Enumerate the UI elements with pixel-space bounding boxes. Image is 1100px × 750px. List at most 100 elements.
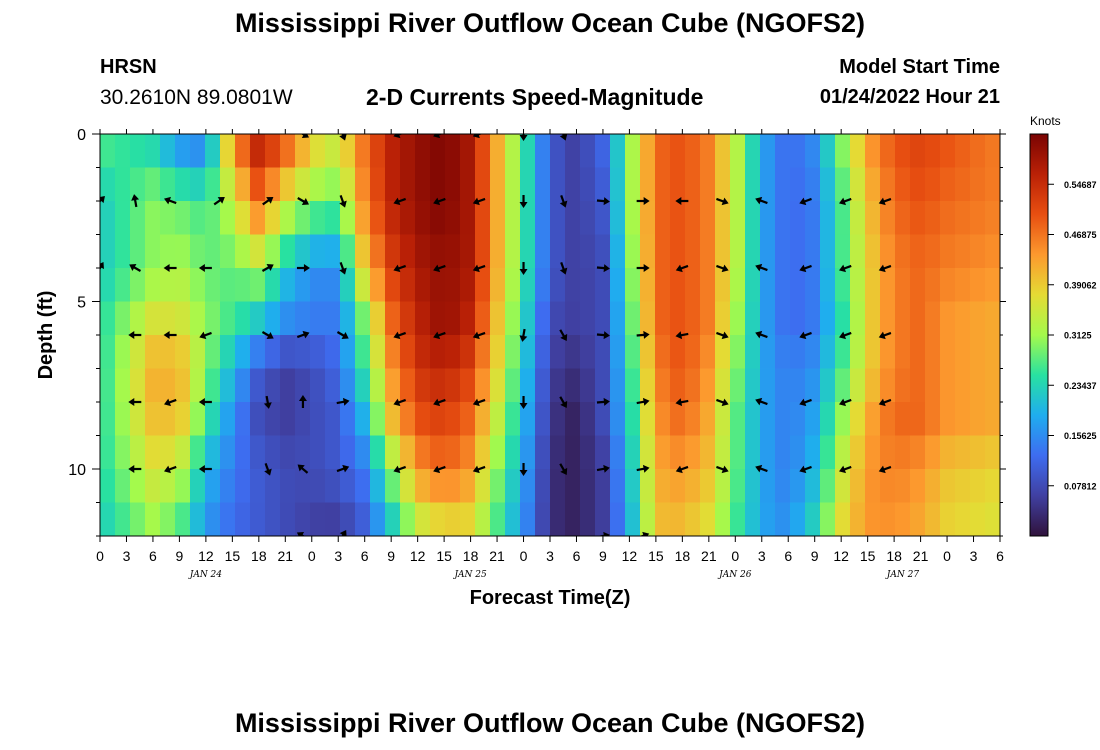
heatmap-cell [220,469,236,504]
heatmap-cell [250,201,266,236]
heatmap-cell [460,134,476,169]
heatmap-cell [760,167,776,202]
heatmap-cell [805,201,821,236]
heatmap-cell [550,201,566,236]
heatmap-cell [820,502,836,536]
current-arrow [163,264,177,272]
current-arrow [297,197,310,205]
heatmap-cell [550,368,566,403]
current-arrow [339,261,347,275]
current-arrow [336,331,349,339]
heatmap-cell [145,435,161,470]
heatmap-cell [475,368,491,403]
heatmap-cell [745,201,761,236]
heatmap-cell [310,402,326,437]
heatmap-cell [715,402,731,437]
heatmap-cell [340,268,356,303]
current-arrow [755,263,768,272]
heatmap-cell [790,368,806,403]
heatmap-cell [535,469,551,504]
heatmap-cell [955,335,971,370]
heatmap-cell [205,234,221,269]
heatmap-cell [415,234,431,269]
heatmap-cell [490,167,506,202]
current-arrow [298,395,307,408]
heatmap-cell [145,469,161,504]
heatmap-cell [175,301,191,336]
heatmap-cell [970,368,986,403]
heatmap-cell [805,301,821,336]
heatmap-cell [655,368,671,403]
heatmap-cell [745,469,761,504]
heatmap-cell [430,368,446,403]
heatmap-cell [400,435,416,470]
heatmap-cell [295,268,311,303]
heatmap-cell [340,201,356,236]
x-tick-label: 3 [123,548,131,564]
heatmap-cell [550,268,566,303]
heatmap-cell [385,502,401,536]
heatmap-cell [865,368,881,403]
heatmap-cell [940,402,956,437]
heatmap-cell [310,502,326,536]
colorbar-tick-label: 0.39062 [1064,280,1097,290]
heatmap-cell [295,167,311,202]
heatmap-cell [520,402,536,437]
heatmap-cell [505,502,521,536]
heatmap-cell [565,368,581,403]
heatmap-cell [250,435,266,470]
colorbar-tick-label: 0.15625 [1064,431,1097,441]
current-arrow [261,331,274,339]
heatmap-cell [985,234,1000,269]
current-arrow [596,197,610,206]
heatmap-cell [370,134,386,169]
heatmap-cell [340,234,356,269]
x-tick-label: 18 [251,548,267,564]
heatmap-cell [415,301,431,336]
heatmap-cell [850,402,866,437]
heatmap-cell [655,301,671,336]
heatmap-cell [250,502,266,536]
heatmap-cell [430,201,446,236]
heatmap-cell [715,469,731,504]
heatmap-cell [940,134,956,169]
heatmap-cell [175,368,191,403]
heatmap-cell [220,335,236,370]
heatmap-cell [430,435,446,470]
x-date-label: JAN 26 [717,570,752,580]
heatmap-cell [355,234,371,269]
current-arrow [519,134,528,141]
heatmap-cell [145,402,161,437]
current-arrow [559,134,568,141]
heatmap-cell [685,167,701,202]
heatmap-cell [475,134,491,169]
heatmap-cell [415,167,431,202]
heatmap-cell [895,335,911,370]
heatmap-cell [715,234,731,269]
heatmap-cell [250,301,266,336]
heatmap-cell [565,502,581,536]
x-tick-label: 9 [387,548,395,564]
heatmap-cell [475,268,491,303]
heatmap-cell [730,402,746,437]
current-arrow [164,196,177,205]
heatmap-cell [475,301,491,336]
heatmap-cell [805,368,821,403]
heatmap-cell [760,435,776,470]
heatmap-cell [235,335,251,370]
heatmap-cell [790,402,806,437]
heatmap-cell [580,301,596,336]
heatmap-cell [730,335,746,370]
heatmap-cell [565,167,581,202]
heatmap-cell [580,234,596,269]
heatmap-cell [505,402,521,437]
heatmap-cell [715,435,731,470]
heatmap-cell [190,134,206,169]
heatmap-cell [775,167,791,202]
heatmap-cell [940,469,956,504]
heatmap-cell [355,268,371,303]
heatmap-cell [445,368,461,403]
heatmap-cell [505,268,521,303]
heatmap-cell [880,335,896,370]
heatmap-cell [430,301,446,336]
